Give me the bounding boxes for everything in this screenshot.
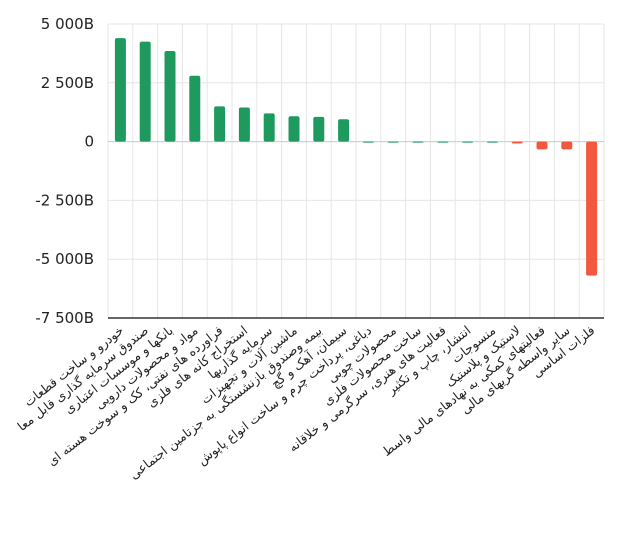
bar (338, 119, 350, 142)
y-tick-label: -7 500B (35, 309, 94, 327)
bar (238, 107, 250, 142)
bar (437, 141, 449, 143)
bar (362, 141, 374, 143)
bar (139, 41, 151, 142)
y-tick-label: 0 (84, 133, 94, 151)
bar (214, 106, 226, 142)
y-tick-label: -5 000B (35, 250, 94, 268)
y-tick-label: 2 500B (41, 74, 94, 92)
bar (536, 141, 548, 150)
bar (462, 141, 474, 143)
bar (288, 116, 300, 142)
bar (561, 141, 573, 150)
y-tick-label: -2 500B (35, 191, 94, 209)
bar (313, 116, 325, 142)
y-tick-label: 5 000B (41, 15, 94, 33)
bar (586, 141, 598, 276)
bar (114, 38, 126, 142)
bar (263, 113, 275, 142)
bar (412, 141, 424, 143)
bar (189, 75, 201, 142)
bar (387, 141, 399, 143)
bar (164, 51, 176, 142)
bar (486, 141, 498, 143)
bar (511, 141, 523, 144)
